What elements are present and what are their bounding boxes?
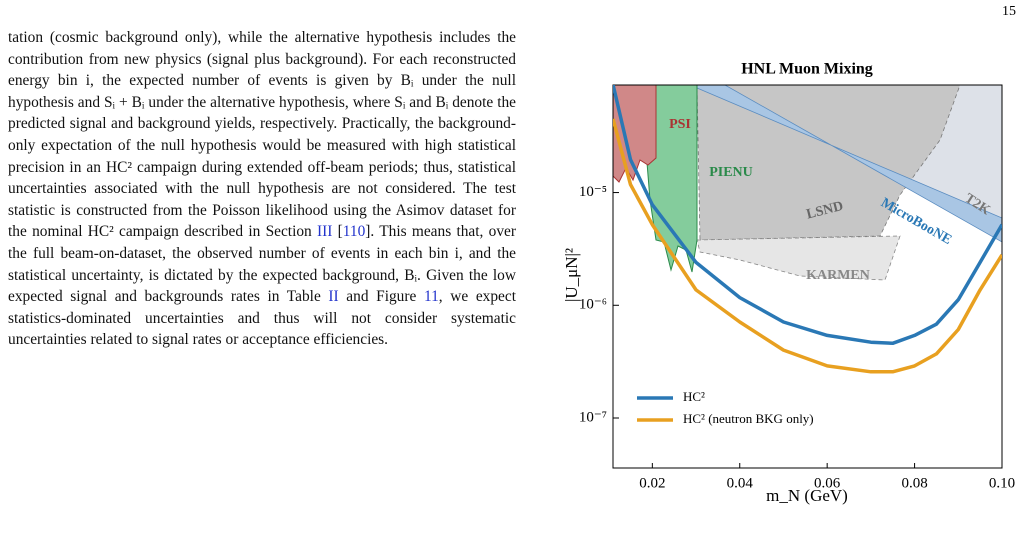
text-run: and Figure <box>338 288 424 306</box>
legend-label: HC² (neutron BKG only) <box>683 411 814 426</box>
y-tick-label: 10⁻⁷ <box>579 409 607 425</box>
region-label: PIENU <box>709 165 753 180</box>
x-axis-label: m_N (GeV) <box>766 486 848 505</box>
text-run: tation (cosmic background only), while t… <box>8 29 516 241</box>
link[interactable]: II <box>328 288 339 306</box>
page-number: 15 <box>1002 4 1016 19</box>
y-axis-label: |U_μN|² <box>562 248 581 302</box>
y-tick-label: 10⁻⁶ <box>579 297 607 313</box>
karmen-region <box>696 235 901 281</box>
link[interactable]: 11 <box>423 288 439 306</box>
text-run: , we expect statistics-dominated uncerta… <box>8 288 516 349</box>
x-tick-label: 0.06 <box>814 475 841 491</box>
x-tick-label: 0.02 <box>639 475 665 491</box>
link[interactable]: 110 <box>342 223 366 241</box>
y-tick-label: 10⁻⁵ <box>579 184 607 200</box>
link[interactable]: III <box>317 223 333 241</box>
region-label: KARMEN <box>806 268 870 283</box>
regions <box>612 84 1003 281</box>
x-tick-label: 0.04 <box>727 475 754 491</box>
legend-label: HC² <box>683 389 705 404</box>
text-run: [ <box>332 223 343 241</box>
x-tick-label: 0.10 <box>989 475 1015 491</box>
plot-frame <box>612 84 1003 469</box>
paragraph: tation (cosmic background only), while t… <box>8 27 516 537</box>
series-line <box>613 118 1002 374</box>
region-label: PSI <box>669 117 691 132</box>
chart-title: HNL Muon Mixing <box>741 61 873 78</box>
x-tick-label: 0.08 <box>901 475 927 491</box>
text-run: ]. This means that, over the full beam-o… <box>8 223 516 306</box>
series-line <box>613 85 1002 346</box>
